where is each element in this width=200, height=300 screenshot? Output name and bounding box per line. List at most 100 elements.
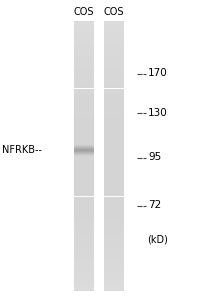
Bar bbox=[104, 82, 124, 85]
Bar bbox=[74, 88, 94, 92]
Bar bbox=[104, 41, 124, 45]
Text: (kD): (kD) bbox=[147, 235, 168, 245]
Bar bbox=[104, 95, 124, 99]
Bar bbox=[74, 274, 94, 278]
Bar bbox=[104, 58, 124, 62]
Bar bbox=[104, 203, 124, 207]
Bar bbox=[104, 61, 124, 65]
Bar bbox=[104, 230, 124, 234]
Bar bbox=[104, 264, 124, 267]
Bar bbox=[74, 217, 94, 220]
Bar bbox=[104, 166, 124, 170]
Bar bbox=[74, 203, 94, 207]
Bar bbox=[74, 122, 94, 126]
Bar bbox=[104, 240, 124, 244]
Bar bbox=[104, 92, 124, 95]
Text: 130: 130 bbox=[148, 107, 168, 118]
Bar bbox=[74, 267, 94, 271]
Bar bbox=[104, 99, 124, 102]
Bar bbox=[104, 55, 124, 58]
Bar bbox=[74, 82, 94, 85]
Bar bbox=[74, 21, 94, 24]
Bar bbox=[104, 122, 124, 126]
Bar bbox=[74, 227, 94, 230]
Bar bbox=[74, 207, 94, 210]
Bar bbox=[74, 159, 94, 163]
Bar bbox=[74, 284, 94, 288]
Bar bbox=[74, 95, 94, 99]
Text: NFRKB--: NFRKB-- bbox=[2, 145, 42, 155]
Bar bbox=[74, 240, 94, 244]
Bar bbox=[104, 169, 124, 173]
Bar bbox=[74, 61, 94, 65]
Bar bbox=[104, 159, 124, 163]
Bar bbox=[74, 139, 94, 142]
Bar bbox=[104, 153, 124, 156]
Bar bbox=[104, 109, 124, 112]
Bar bbox=[74, 230, 94, 234]
Bar bbox=[74, 152, 94, 153]
Bar bbox=[74, 146, 94, 147]
Bar bbox=[74, 72, 94, 75]
Bar bbox=[74, 126, 94, 129]
Bar bbox=[74, 173, 94, 176]
Bar bbox=[74, 116, 94, 119]
Bar bbox=[104, 142, 124, 146]
Bar bbox=[104, 274, 124, 278]
Bar bbox=[104, 78, 124, 82]
Bar bbox=[104, 213, 124, 217]
Bar bbox=[104, 149, 124, 153]
Bar bbox=[74, 186, 94, 190]
Bar bbox=[74, 55, 94, 58]
Bar bbox=[74, 264, 94, 267]
Bar bbox=[74, 176, 94, 180]
Bar bbox=[74, 112, 94, 116]
Bar bbox=[104, 116, 124, 119]
Bar bbox=[74, 250, 94, 254]
Bar bbox=[74, 149, 94, 153]
Bar bbox=[74, 200, 94, 203]
Bar bbox=[74, 145, 94, 146]
Bar bbox=[74, 132, 94, 136]
Bar bbox=[74, 151, 94, 152]
Bar bbox=[74, 41, 94, 45]
Bar bbox=[74, 58, 94, 62]
Bar bbox=[74, 234, 94, 237]
Text: 170: 170 bbox=[148, 68, 168, 79]
Bar bbox=[104, 281, 124, 284]
Bar bbox=[104, 65, 124, 68]
Bar bbox=[74, 51, 94, 55]
Bar bbox=[74, 48, 94, 51]
Bar bbox=[74, 220, 94, 224]
Bar bbox=[74, 136, 94, 139]
Bar bbox=[74, 247, 94, 250]
Text: 95: 95 bbox=[148, 152, 161, 163]
Bar bbox=[74, 38, 94, 41]
Bar bbox=[104, 183, 124, 186]
Bar bbox=[74, 109, 94, 112]
Bar bbox=[74, 210, 94, 213]
Bar bbox=[74, 24, 94, 28]
Bar bbox=[74, 102, 94, 105]
Bar bbox=[104, 220, 124, 224]
Bar bbox=[104, 51, 124, 55]
Bar bbox=[74, 257, 94, 261]
Bar bbox=[104, 186, 124, 190]
Bar bbox=[104, 132, 124, 136]
Bar bbox=[104, 75, 124, 78]
Bar bbox=[74, 153, 94, 154]
Bar bbox=[74, 196, 94, 200]
Bar bbox=[104, 139, 124, 142]
Bar bbox=[104, 136, 124, 139]
Bar bbox=[104, 176, 124, 180]
Bar bbox=[104, 21, 124, 24]
Bar bbox=[104, 173, 124, 176]
Bar bbox=[104, 72, 124, 75]
Bar bbox=[104, 284, 124, 288]
Bar bbox=[104, 119, 124, 122]
Text: COS: COS bbox=[104, 7, 124, 17]
Bar bbox=[74, 271, 94, 274]
Text: 72: 72 bbox=[148, 200, 161, 211]
Bar bbox=[74, 254, 94, 257]
Bar bbox=[74, 28, 94, 31]
